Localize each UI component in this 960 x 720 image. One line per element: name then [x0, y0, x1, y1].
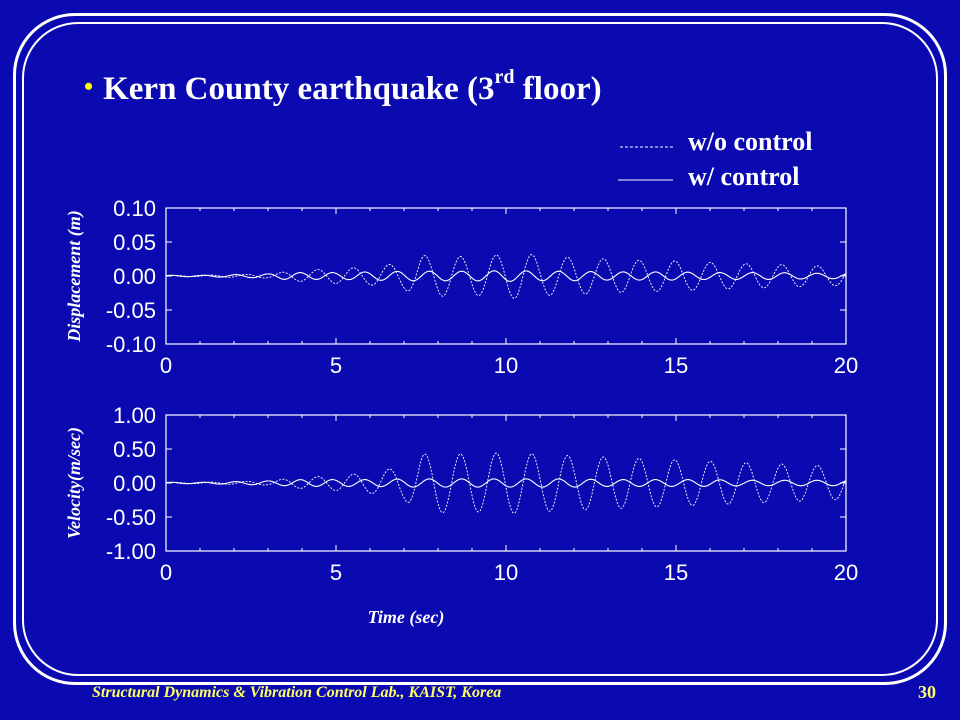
chart2-y-tick-label: 1.00 [113, 403, 156, 428]
chart2-x-tick-label: 20 [834, 560, 858, 585]
chart1-x-tick-label: 0 [160, 353, 172, 378]
title-superscript: rd [494, 66, 515, 88]
chart2-x-tick-label: 15 [664, 560, 688, 585]
legend-label-with: w/ control [688, 162, 800, 191]
chart2-y-tick-label: -0.50 [106, 505, 156, 530]
chart1-y-tick-label: -0.10 [106, 332, 156, 357]
chart1-y-tick-label: 0.05 [113, 230, 156, 255]
chart1-x-tick-label: 15 [664, 353, 688, 378]
chart1-x-tick-label: 10 [494, 353, 518, 378]
chart1-x-tick-label: 20 [834, 353, 858, 378]
chart1-y-tick-label: -0.05 [106, 298, 156, 323]
legend-label-without: w/o control [688, 127, 813, 156]
chart1-series-with-control [166, 270, 847, 282]
chart1-y-tick-label: 0.00 [113, 264, 156, 289]
slide-title: • Kern County earthquake (3rd floor) [84, 66, 602, 108]
title-main: Kern County earthquake (3 [103, 71, 495, 107]
chart2-y-tick-label: 0.00 [113, 471, 156, 496]
chart2-series-without-control [165, 452, 847, 514]
slide-frame-inner [22, 22, 938, 676]
page-number: 30 [918, 682, 936, 702]
title-bullet: • [84, 72, 94, 101]
chart2-x-tick-label: 5 [330, 560, 342, 585]
slide-frame-outer [13, 13, 947, 685]
title-end: floor) [514, 71, 602, 107]
chart2-y-tick-label: 0.50 [113, 437, 156, 462]
chart2-y-tick-label: -1.00 [106, 539, 156, 564]
chart2-x-axis-label: Time (sec) [368, 607, 445, 628]
chart2-series-with-control [166, 478, 847, 488]
footer-text: Structural Dynamics & Vibration Control … [92, 684, 502, 701]
chart1-x-tick-label: 5 [330, 353, 342, 378]
chart2-x-tick-label: 0 [160, 560, 172, 585]
chart1-y-axis-label: Displacement (m) [64, 210, 85, 342]
chart2-x-tick-label: 10 [494, 560, 518, 585]
chart2-y-axis-label: Velocity(m/sec) [64, 427, 85, 539]
chart1-y-tick-label: 0.10 [113, 196, 156, 221]
